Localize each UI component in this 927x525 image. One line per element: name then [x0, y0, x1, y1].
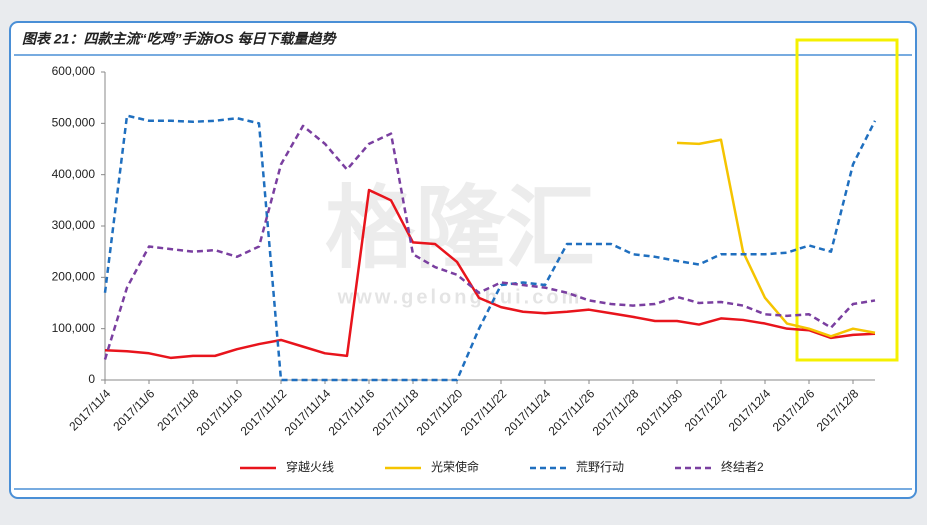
y-tick-label: 500,000 [52, 116, 96, 130]
watermark-url: www.gelonghui.com [337, 286, 583, 308]
legend-label: 终结者2 [721, 459, 764, 474]
legend-label: 荒野行动 [576, 460, 624, 474]
series-line [103, 114, 877, 382]
legend-label: 穿越火线 [286, 459, 334, 474]
frame [9, 21, 917, 499]
legend-label: 光荣使命 [431, 459, 479, 474]
series-line [676, 138, 876, 338]
series-line [104, 188, 876, 360]
y-tick-label: 0 [88, 372, 95, 386]
y-tick-label: 200,000 [52, 270, 96, 284]
highlight-box [795, 38, 899, 362]
watermark: 格隆汇 [325, 179, 595, 279]
chart-title: 图表 21：四款主流“吃鸡”手游iOS 每日下载量趋势 [22, 31, 337, 47]
y-tick-label: 100,000 [52, 321, 96, 335]
y-tick-label: 400,000 [52, 167, 96, 181]
y-tick-label: 600,000 [52, 64, 96, 78]
y-tick-label: 300,000 [52, 218, 96, 232]
